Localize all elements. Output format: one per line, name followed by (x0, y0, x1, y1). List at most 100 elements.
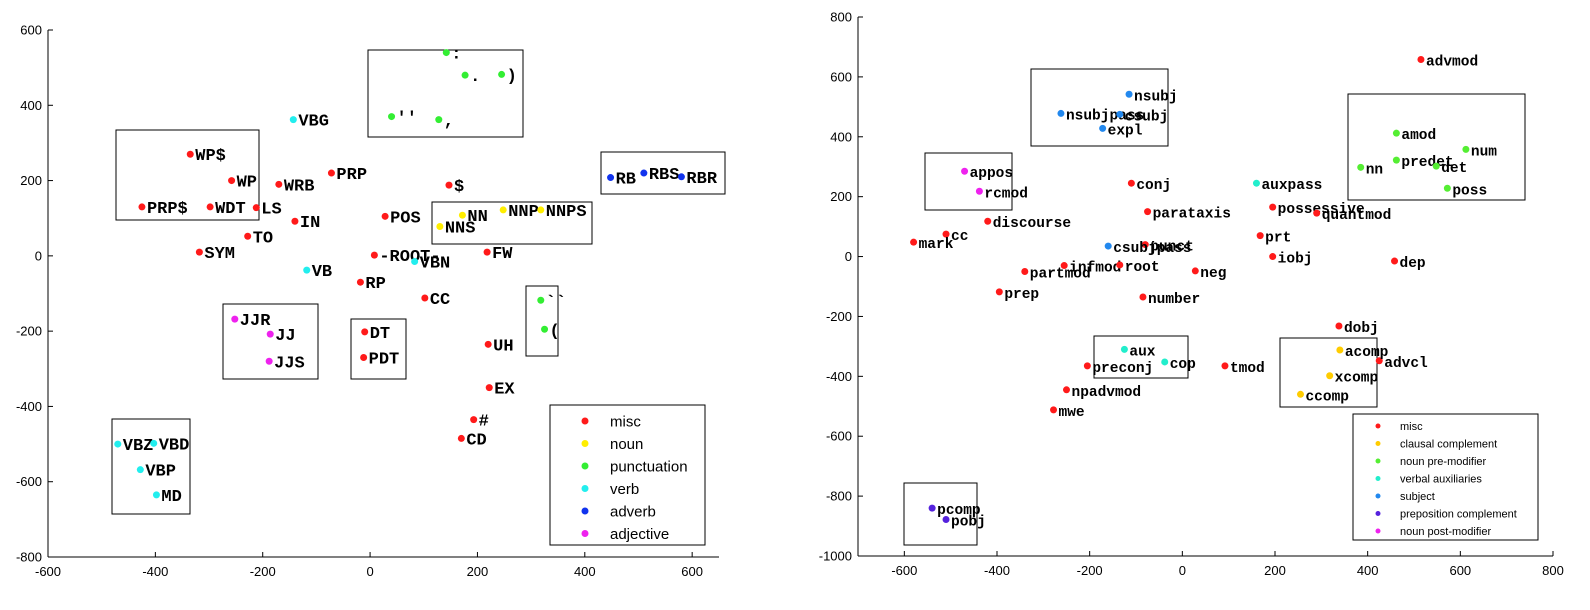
point-label: expl (1108, 123, 1143, 139)
data-point (1116, 261, 1124, 269)
right-scatter-plot: -600 -400 -200 0 200 400 600 800 -1000 -800 -600 -4… (819, 10, 1564, 579)
y-tick-label: -800 (826, 489, 852, 504)
y-tick-label: 200 (20, 173, 42, 188)
data-point (206, 203, 214, 211)
data-point (1083, 362, 1091, 370)
point-label: DT (370, 325, 390, 344)
legend-label: adverb (610, 503, 656, 520)
data-point (984, 217, 992, 225)
data-point (136, 466, 144, 474)
point-label: auxpass (1261, 178, 1322, 194)
y-tick-label: 400 (20, 98, 42, 113)
point-label: tmod (1230, 361, 1265, 377)
data-point (1120, 345, 1128, 353)
point-label: RBS (649, 166, 680, 185)
point-label: `` (546, 293, 566, 312)
legend-label: subject (1400, 491, 1435, 503)
cluster-box (350, 318, 407, 380)
data-point (607, 174, 615, 182)
legend-marker (1375, 423, 1381, 429)
point-label: predet (1401, 155, 1453, 171)
cluster-box (903, 482, 978, 546)
cluster-box (111, 418, 191, 515)
data-point (928, 504, 936, 512)
data-point (150, 439, 158, 447)
point-label: IN (300, 214, 320, 233)
legend-marker (1375, 528, 1381, 534)
point-label: parataxis (1153, 207, 1231, 223)
point-label: number (1148, 292, 1200, 308)
data-point (388, 113, 396, 121)
point-label: pcomp (937, 503, 981, 519)
point-label: mwe (1059, 405, 1085, 421)
legend-label: clausal complement (1400, 438, 1497, 450)
data-point (498, 70, 506, 78)
data-point (537, 206, 545, 214)
point-label: VBN (420, 255, 451, 274)
data-point (470, 416, 478, 424)
point-label: VBD (159, 436, 190, 455)
data-point (1443, 184, 1451, 192)
legend-label: noun pre-modifier (1400, 456, 1487, 468)
point-label: dobj (1344, 321, 1379, 337)
data-point (1161, 358, 1169, 366)
right-legend: misc clausal complement noun pre-modifier v… (1352, 413, 1539, 541)
point-label: VBZ (123, 437, 154, 456)
data-point (1432, 162, 1440, 170)
point-label: WRB (284, 177, 315, 196)
cluster-box (600, 151, 726, 195)
point-label: appos (970, 166, 1014, 182)
data-point (152, 491, 160, 499)
data-point (1099, 124, 1107, 132)
point-label: PRP (336, 166, 367, 185)
point-label: quantmod (1322, 208, 1392, 224)
legend-marker (581, 417, 589, 425)
data-point (1252, 179, 1260, 187)
legend-marker (581, 462, 589, 470)
x-tick-label: 200 (467, 564, 489, 579)
point-label: num (1471, 144, 1497, 160)
legend-marker (1375, 476, 1381, 481)
x-tick-label: -400 (142, 564, 168, 579)
point-label: npadvmod (1072, 385, 1142, 401)
point-label: -ROOT- (379, 248, 440, 267)
point-label: rcmod (984, 186, 1028, 202)
data-point (1063, 386, 1070, 394)
y-tick-label: 400 (830, 129, 852, 144)
y-tick-label: -600 (16, 474, 42, 489)
point-label: infmod (1069, 261, 1121, 277)
data-point (361, 328, 369, 336)
point-label: : (451, 46, 461, 65)
point-label: NNP (508, 203, 539, 222)
legend-box (549, 404, 706, 546)
data-point (1221, 362, 1229, 370)
point-label: punct (1150, 240, 1194, 256)
data-point (252, 204, 260, 212)
point-label: discourse (993, 216, 1071, 232)
point-label: JJ (275, 327, 295, 346)
data-point (975, 187, 983, 195)
left-scatter-plot: -600 -400 -200 0 200 400 600-800-600-400-20002… (16, 23, 726, 579)
data-point (289, 116, 297, 124)
left-cluster-boxes (111, 49, 726, 515)
data-point (1116, 110, 1124, 118)
data-point (995, 288, 1003, 296)
y-tick-label: 0 (35, 248, 42, 263)
point-label: prt (1265, 231, 1291, 247)
point-label: ) (507, 67, 517, 86)
point-label: FW (492, 245, 513, 264)
point-label: mark (919, 237, 954, 253)
data-point (303, 266, 311, 274)
data-point (114, 440, 122, 448)
data-point (411, 258, 419, 266)
legend-box (1352, 413, 1539, 541)
x-tick-label: 600 (1449, 563, 1471, 578)
point-label: neg (1200, 266, 1226, 282)
legend-label: noun post-modifier (1400, 526, 1491, 538)
x-tick-label: -600 (35, 564, 61, 579)
x-tick-label: 400 (1357, 563, 1379, 578)
point-label: RBR (686, 170, 717, 189)
cluster-box (1347, 93, 1526, 201)
point-label: nsubjpass (1066, 108, 1144, 124)
y-tick-label: 0 (845, 249, 852, 264)
